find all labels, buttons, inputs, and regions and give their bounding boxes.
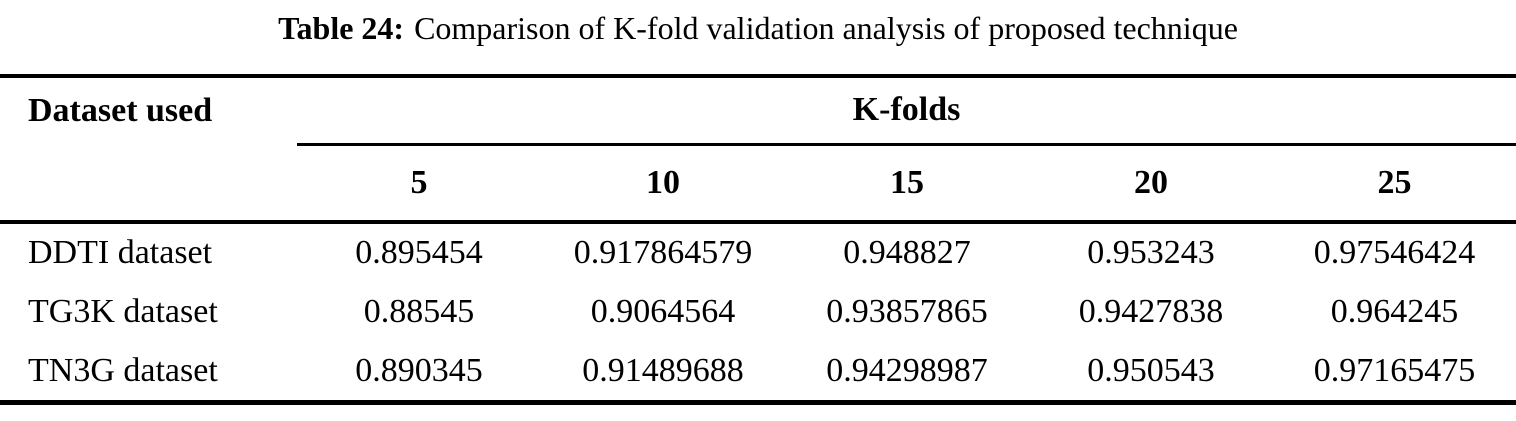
cell-ddti-k25: 0.97546424 [1313,234,1476,271]
row-label-ddti: DDTI dataset [28,234,213,271]
row-label-tn3g: TN3G dataset [0,342,297,405]
fold-header-blank [0,144,297,224]
fold-header-5: 5 [297,144,541,224]
cell-ddti-k10: 0.917864579 [573,234,753,271]
table-header: Dataset used K-folds 5 10 15 20 25 [0,76,1516,224]
cell-tn3g-k15: 0.94298987 [785,342,1029,405]
cell-tn3g-k10: 0.91489688 [541,342,785,405]
table-row-ddti: DDTI dataset 0.895454 0.917864579 0.9488… [0,222,1516,282]
table-row-tg3k: TG3K dataset 0.88545 0.9064564 0.9385786… [0,282,1516,342]
kfold-validation-table: Dataset used K-folds 5 10 15 20 25 DDTI … [0,74,1516,405]
table-body: DDTI dataset 0.895454 0.917864579 0.9488… [0,222,1516,405]
column-group-header-kfolds: K-folds [297,76,1516,146]
cell-ddti-k5: 0.895454 [355,234,483,271]
cell-tg3k-k25: 0.964245 [1330,293,1459,330]
cell-tg3k-k20: 0.9427838 [1078,293,1224,330]
cell-tn3g-k5: 0.890345 [297,342,541,405]
fold-header-row: 5 10 15 20 25 [0,144,1516,224]
cell-tg3k-k10: 0.9064564 [590,293,736,330]
table-caption-text: Comparison of K-fold validation analysis… [414,10,1238,46]
table-caption: Table 24: Comparison of K-fold validation… [0,0,1516,74]
fold-header-10: 10 [541,144,785,224]
table-caption-number: Table 24: [278,10,405,46]
row-label-tg3k: TG3K dataset [28,293,218,330]
column-header-dataset-used: Dataset used [28,92,213,129]
fold-header-25: 25 [1273,144,1516,224]
cell-tn3g-k25: 0.97165475 [1273,342,1516,405]
fold-header-20: 20 [1029,144,1273,224]
cell-tn3g-k20: 0.950543 [1029,342,1273,405]
cell-tg3k-k5: 0.88545 [363,293,475,330]
fold-header-15: 15 [785,144,1029,224]
group-header-row: Dataset used K-folds [0,76,1516,146]
cell-ddti-k20: 0.953243 [1087,234,1215,271]
cell-ddti-k15: 0.948827 [843,234,971,271]
table-row-tn3g: TN3G dataset 0.890345 0.91489688 0.94298… [0,342,1516,405]
cell-tg3k-k15: 0.93857865 [826,293,988,330]
